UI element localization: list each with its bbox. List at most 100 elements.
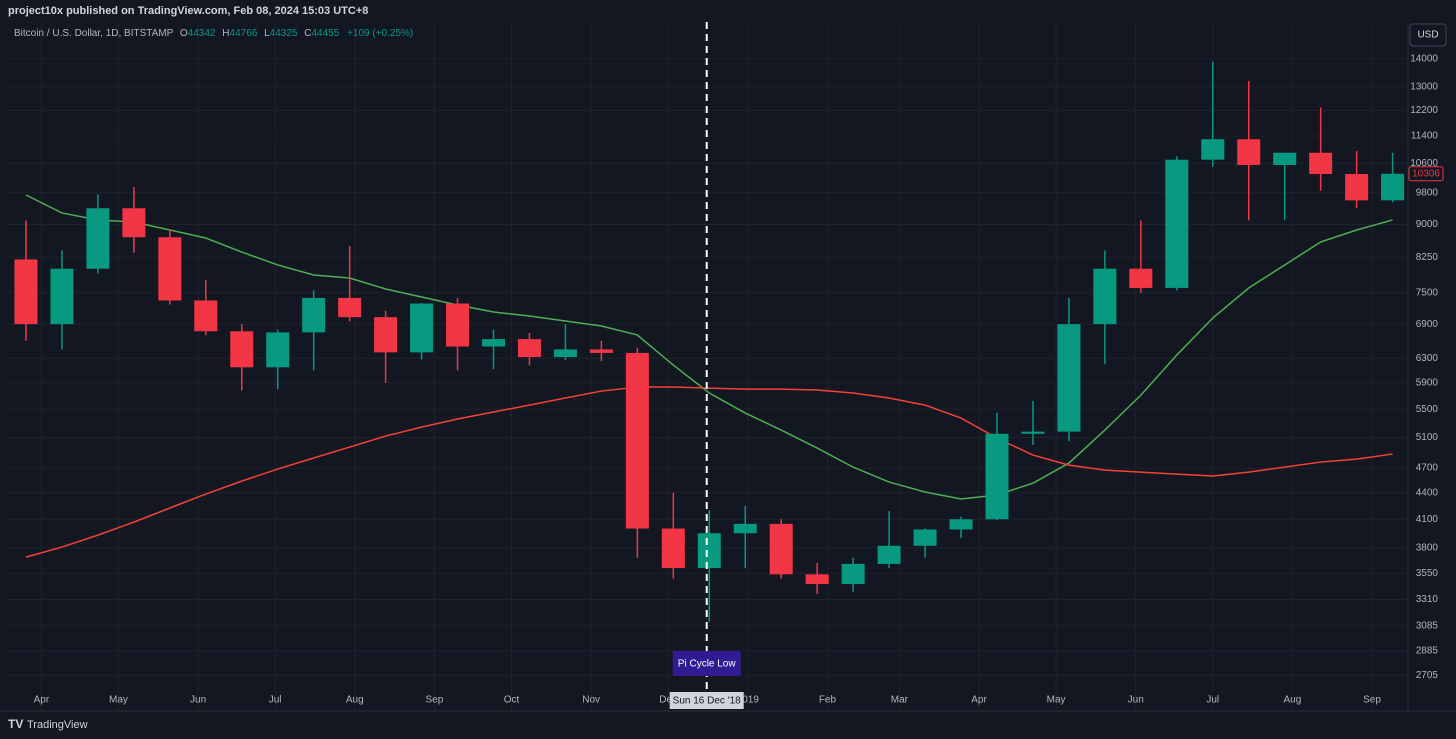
x-tick-label: Dec [659,695,677,706]
candle-body [913,529,937,546]
annotation: Pi Cycle Low [678,659,737,670]
y-tick-label: 9800 [1416,187,1439,198]
brand: TradingView [27,719,88,731]
x-tick-label: 2019 [737,695,760,706]
symbol-legend: Bitcoin / U.S. Dollar, 1D, BITSTAMP O443… [14,28,413,39]
footer-bar [0,712,1456,739]
y-tick-label: 9000 [1416,219,1439,230]
candle-body [302,297,326,333]
y-tick-label: 5100 [1416,432,1439,443]
y-tick-label: 2885 [1416,646,1439,657]
ohlc-label: L [264,28,270,39]
candle-body [949,519,973,530]
candle-body [446,303,470,347]
y-tick-label: 10600 [1410,158,1438,169]
candle-body [1021,431,1045,434]
last-price-box [1408,166,1444,182]
candle-body [158,237,182,301]
ohlc-value: 44342 [188,28,216,39]
x-tick-label: Mar [891,695,909,706]
x-tick-label: Jul [269,695,282,706]
y-tick-label: 7500 [1416,288,1439,299]
candle-body [1309,152,1333,174]
crosshair-label: Sun 16 Dec '18 [673,696,742,707]
x-tick-label: Sep [426,695,444,706]
candle-body [517,339,541,358]
candle-body [589,349,613,353]
top-bar [0,0,1456,22]
annotation-box [672,651,741,676]
x-tick-label: Jun [1128,695,1144,706]
x-tick-label: Aug [1284,695,1302,706]
candle-body [410,303,434,353]
y-tick-label: 11400 [1411,131,1439,142]
candle-body [841,563,865,584]
candle-body [1381,173,1405,201]
y-tick-label: 13000 [1410,81,1438,92]
y-tick-label: 3800 [1416,542,1439,553]
x-tick-label: Sep [1363,695,1381,706]
change: +109 (+0.25%) [347,28,413,39]
ohlc-value: 44455 [312,28,340,39]
x-tick-label: Nov [582,695,600,706]
y-tick-label: 3310 [1416,594,1439,605]
candle-body [1237,139,1261,165]
candle-body [805,574,829,584]
y-tick-label: 14000 [1410,54,1438,65]
ohlc-label: O [180,28,188,39]
candle-body [697,533,721,569]
x-tick-label: Jun [190,695,206,706]
y-tick-label: 5900 [1416,377,1439,388]
currency-label[interactable]: USD [1417,30,1438,41]
y-tick-label: 4700 [1416,463,1439,474]
x-tick-label: Oct [504,695,520,706]
candle-body [877,545,901,564]
candle-body [14,259,38,325]
ohlc-label: C [304,28,311,39]
published-info: project10x published on TradingView.com,… [8,5,368,17]
candle-body [122,208,146,238]
ohlc-label: H [222,28,229,39]
moving-average [25,386,1393,558]
candle-body [985,433,1009,520]
candle-body [1201,139,1225,160]
candle-body [661,528,685,569]
x-tick-label: May [1047,695,1066,706]
candle-body [86,208,110,269]
y-tick-label: 3085 [1416,621,1439,632]
candle-body [338,297,362,318]
y-tick-label: 5500 [1416,404,1439,415]
candle-body [1273,152,1297,165]
y-tick-label: 2705 [1416,670,1439,681]
candle-body [769,523,793,575]
candle-body [194,300,218,332]
candle-body [230,331,254,368]
candle-body [625,352,649,529]
candle-body [1165,159,1189,288]
last-price: 10306 [1412,168,1440,179]
y-tick-label: 4100 [1416,514,1439,525]
candle-body [266,332,290,368]
x-tick-label: Apr [34,695,50,706]
x-tick-label: Apr [971,695,987,706]
x-tick-label: Aug [346,695,364,706]
plot [14,61,1405,622]
candle-body [1345,173,1369,201]
ohlc-value: 44766 [230,28,258,39]
grid [8,22,1408,711]
currency-button[interactable] [1409,23,1447,47]
y-tick-label: 6900 [1416,319,1439,330]
x-tick-label: Feb [819,695,837,706]
candle-body [1057,324,1081,432]
moving-average [25,194,1393,500]
candle-body [50,268,74,325]
ohlc-value: 44325 [270,28,298,39]
candle-body [1129,268,1153,288]
y-tick-label: 3550 [1416,568,1439,579]
y-tick-label: 8250 [1416,252,1439,263]
candle-body [481,339,506,347]
candle-body [733,523,757,534]
candle-body [1093,268,1117,325]
